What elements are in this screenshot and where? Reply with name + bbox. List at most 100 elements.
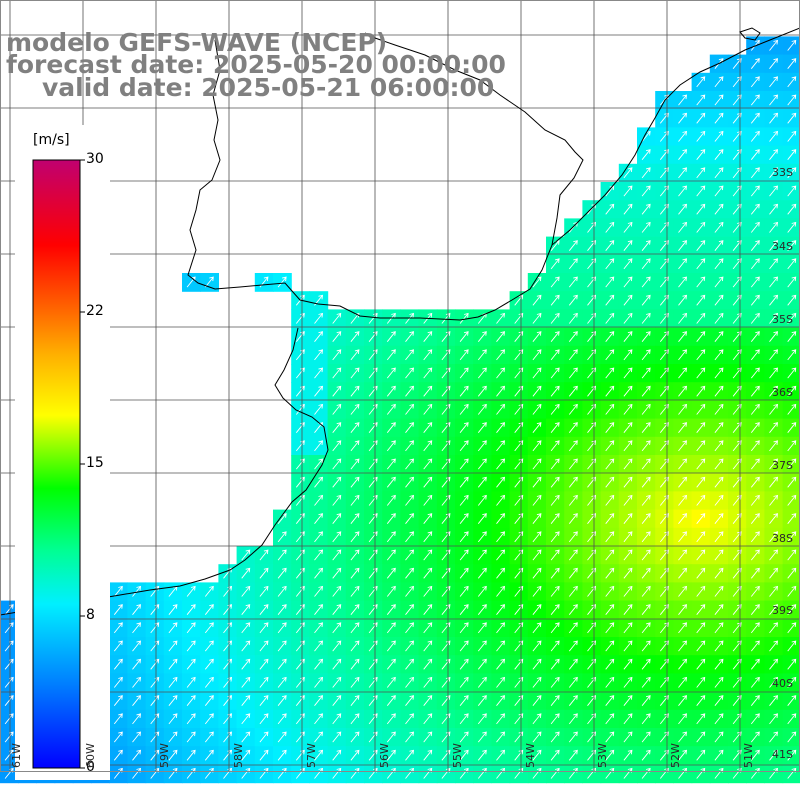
lon-label: 52W — [669, 743, 682, 768]
wind-arrow — [750, 167, 760, 179]
wind-arrow — [332, 622, 342, 634]
wind-arrow — [314, 549, 324, 561]
wind-arrow — [696, 294, 706, 306]
wind-arrow — [259, 676, 269, 688]
wind-arrow — [787, 531, 797, 543]
wind-arrow — [550, 276, 560, 288]
wind-arrow — [750, 422, 760, 433]
wind-arrow — [368, 622, 378, 634]
wind-arrow — [714, 112, 724, 124]
wind-arrow — [550, 713, 560, 725]
wind-arrow — [459, 422, 469, 433]
wind-arrow — [787, 403, 797, 415]
wind-arrow — [623, 440, 633, 452]
wind-arrow — [696, 713, 706, 725]
wind-arrow — [368, 749, 378, 761]
wind-arrow — [405, 622, 415, 634]
wind-arrow — [423, 458, 433, 470]
wind-arrow — [750, 240, 760, 251]
wind-arrow — [750, 76, 760, 88]
wind-arrow — [550, 258, 560, 270]
wind-arrow — [423, 331, 433, 342]
wind-arrow — [204, 604, 214, 615]
wind-arrow — [605, 513, 615, 524]
wind-arrow — [477, 549, 487, 561]
wind-arrow — [696, 276, 706, 288]
wind-arrow — [277, 749, 287, 761]
wind-arrow — [769, 658, 779, 670]
wind-arrow — [787, 58, 797, 69]
wind-arrow — [678, 258, 688, 270]
wind-arrow — [241, 658, 251, 670]
wind-arrow — [678, 640, 688, 652]
wind-arrow — [605, 713, 615, 725]
wind-arrow — [405, 658, 415, 670]
wind-arrow — [441, 331, 451, 342]
wind-arrow — [750, 203, 760, 215]
wind-arrow — [769, 312, 779, 324]
coastline-argentina — [0, 327, 329, 616]
wind-arrow — [186, 749, 196, 761]
wind-arrow — [386, 531, 396, 543]
wind-arrow — [4, 713, 14, 725]
wind-arrow — [769, 130, 779, 142]
wind-arrow — [423, 422, 433, 433]
wind-arrow — [423, 367, 433, 379]
wind-arrow — [750, 185, 760, 197]
wind-arrow — [423, 385, 433, 397]
wind-arrow — [405, 331, 415, 342]
wind-arrow — [678, 203, 688, 215]
wind-arrow — [532, 494, 542, 506]
wind-arrow — [550, 458, 560, 470]
wind-arrow — [459, 367, 469, 379]
wind-arrow — [605, 385, 615, 397]
wind-arrow — [678, 240, 688, 251]
wind-arrow — [314, 604, 324, 615]
wind-arrow — [368, 349, 378, 361]
wind-arrow — [769, 458, 779, 470]
wind-arrow — [787, 94, 797, 106]
wind-arrow — [605, 676, 615, 688]
lat-label: 38S — [772, 532, 793, 545]
wind-arrow — [332, 549, 342, 561]
wind-arrow — [314, 622, 324, 634]
wind-arrow — [332, 440, 342, 452]
wind-arrow — [750, 130, 760, 142]
wind-arrow — [769, 331, 779, 342]
wind-arrow — [113, 604, 123, 615]
wind-arrow — [532, 676, 542, 688]
wind-arrow — [568, 403, 578, 415]
wind-arrow — [277, 640, 287, 652]
wind-arrow — [696, 240, 706, 251]
wind-arrow — [750, 331, 760, 342]
wind-arrow — [623, 713, 633, 725]
wind-arrow — [350, 640, 360, 652]
wind-arrow — [368, 422, 378, 433]
wind-arrow — [332, 676, 342, 688]
wind-arrow — [769, 403, 779, 415]
wind-arrow — [532, 549, 542, 561]
wind-arrow — [623, 331, 633, 342]
wind-arrow — [641, 258, 651, 270]
wind-arrow — [787, 367, 797, 379]
wind-arrow — [696, 658, 706, 670]
wind-arrow — [714, 604, 724, 615]
wind-arrow — [714, 185, 724, 197]
wind-arrow — [678, 749, 688, 761]
wind-arrow — [623, 349, 633, 361]
wind-arrow — [605, 294, 615, 306]
wind-arrow — [678, 422, 688, 433]
wind-arrow — [314, 658, 324, 670]
wind-arrow — [641, 185, 651, 197]
wind-arrow — [168, 640, 178, 652]
wind-arrow — [459, 731, 469, 743]
wind-arrow — [350, 549, 360, 561]
wind-arrow — [550, 731, 560, 743]
wind-arrow — [623, 658, 633, 670]
wind-arrow — [368, 331, 378, 342]
wind-arrow — [332, 731, 342, 743]
wind-arrow — [678, 149, 688, 160]
wind-arrow — [750, 713, 760, 725]
wind-arrow — [623, 294, 633, 306]
wind-arrow — [568, 494, 578, 506]
